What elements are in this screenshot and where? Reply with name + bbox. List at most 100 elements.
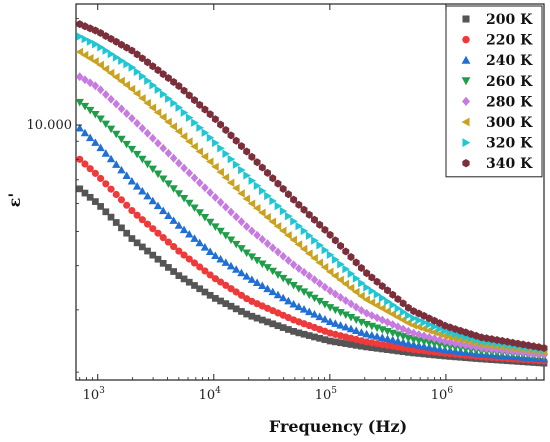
data-point (80, 102, 90, 111)
data-point (222, 149, 230, 158)
data-point (148, 165, 157, 174)
data-point (106, 154, 116, 163)
data-point (263, 284, 272, 293)
data-point (252, 278, 262, 286)
legend-marker (462, 35, 470, 44)
data-point (305, 332, 313, 339)
data-point (138, 54, 146, 63)
data-point (461, 336, 470, 345)
data-point (222, 125, 230, 134)
data-point (404, 339, 413, 347)
data-point (342, 340, 350, 347)
data-point (138, 123, 147, 133)
legend-item: 200 K (462, 12, 533, 28)
data-point (372, 332, 382, 340)
data-point (159, 234, 167, 242)
data-point (128, 113, 136, 123)
x-tick-label: 106 (431, 386, 454, 403)
data-point (164, 74, 172, 83)
data-point (237, 217, 246, 227)
data-point (222, 281, 230, 289)
data-point (227, 207, 235, 217)
data-point (519, 340, 527, 349)
data-point (138, 72, 147, 81)
data-point (420, 311, 428, 320)
legend-label: 240 K (486, 53, 533, 69)
series-340-k (76, 20, 548, 353)
data-point (409, 321, 417, 330)
data-point (227, 285, 235, 293)
data-point (185, 229, 194, 238)
data-point (299, 305, 309, 313)
data-point (159, 112, 167, 122)
y-tick-label: 10.000 (27, 118, 73, 133)
data-point (284, 256, 293, 265)
plot-frame (75, 3, 545, 381)
data-point (373, 344, 381, 352)
data-point (206, 133, 215, 142)
data-point (175, 272, 183, 279)
data-point (180, 275, 188, 283)
legend-label: 340 K (486, 156, 533, 172)
data-point (154, 255, 162, 263)
data-point (216, 227, 225, 236)
data-point (212, 295, 219, 302)
data-point (128, 46, 136, 55)
data-point (138, 155, 147, 164)
data-point (315, 297, 324, 306)
data-point (258, 208, 266, 217)
data-point (190, 234, 199, 242)
data-point (264, 318, 271, 326)
data-point (274, 322, 282, 330)
data-point (488, 335, 496, 344)
data-point (477, 333, 485, 342)
data-point (196, 285, 204, 293)
data-point (305, 307, 314, 316)
y-axis-title: ε' (5, 193, 24, 208)
data-point (316, 241, 324, 250)
data-point (430, 334, 439, 343)
data-point (435, 335, 444, 345)
data-point (263, 264, 272, 272)
data-point (311, 333, 318, 341)
data-point (107, 94, 115, 104)
data-point (321, 282, 329, 292)
data-point (226, 178, 235, 188)
data-point (164, 117, 172, 127)
data-point (290, 217, 298, 226)
data-point (383, 307, 391, 316)
data-point (76, 32, 84, 41)
legend-marker (462, 96, 470, 107)
data-point (300, 267, 308, 277)
data-point (159, 175, 168, 183)
data-point (274, 247, 282, 257)
data-point (294, 302, 304, 311)
data-point (258, 234, 267, 244)
data-point (415, 316, 424, 325)
data-point (97, 203, 104, 210)
data-point (384, 297, 392, 306)
data-point (535, 343, 543, 352)
data-point (76, 155, 84, 163)
data-point (269, 196, 277, 206)
data-point (205, 157, 214, 166)
data-point (285, 211, 293, 221)
data-point (201, 267, 209, 275)
legend-label: 320 K (486, 136, 533, 152)
data-point (336, 309, 345, 317)
data-point (273, 290, 283, 299)
data-point (221, 173, 230, 182)
data-point (101, 149, 111, 157)
data-point (540, 344, 548, 353)
data-point (278, 274, 288, 283)
data-point (91, 26, 99, 35)
data-point (237, 291, 246, 299)
data-point (122, 80, 131, 90)
data-point (222, 300, 230, 307)
data-point (383, 334, 392, 343)
data-point (175, 158, 183, 168)
data-point (389, 346, 397, 354)
data-point (86, 24, 94, 33)
data-point (201, 183, 209, 193)
data-point (357, 291, 365, 301)
